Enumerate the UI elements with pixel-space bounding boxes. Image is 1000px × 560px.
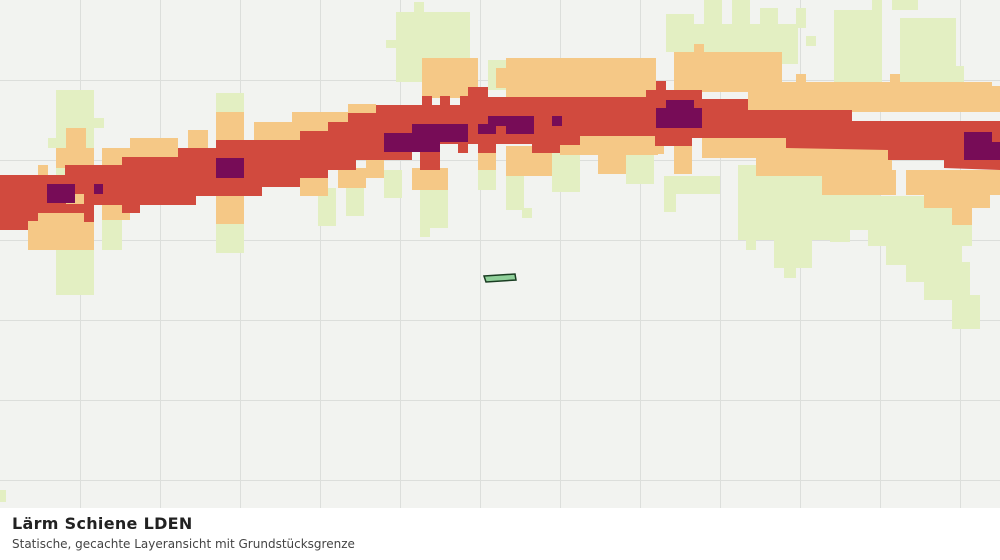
layer-title: Lärm Schiene LDEN (12, 514, 193, 533)
layer-subtitle: Statische, gecachte Layeransicht mit Gru… (12, 537, 355, 551)
noise-zone-high (0, 81, 1000, 230)
noise-zone-low (0, 0, 980, 502)
noise-zone-medium (28, 44, 1000, 250)
map (0, 0, 1000, 508)
property-boundary (482, 273, 517, 283)
caption-panel: Lärm Schiene LDEN Statische, gecachte La… (0, 508, 1000, 560)
noise-zone-very-high (47, 100, 1000, 203)
